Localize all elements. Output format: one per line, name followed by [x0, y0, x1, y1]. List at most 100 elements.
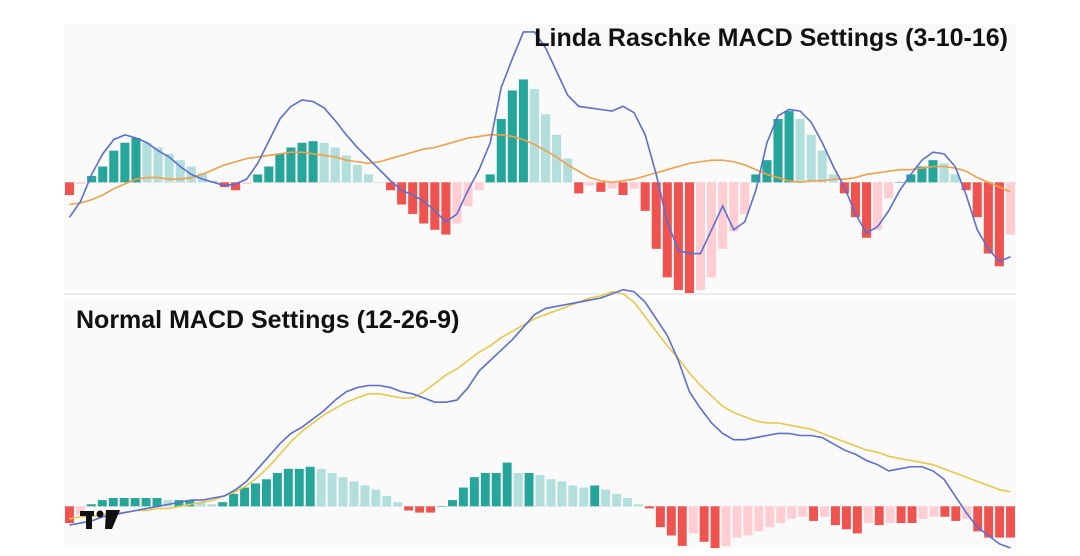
normal-histogram-bar [382, 495, 392, 507]
raschke-histogram-bar [253, 174, 263, 183]
raschke-histogram-bar [109, 150, 119, 183]
raschke-histogram-bar [98, 166, 108, 183]
normal-histogram-bar [557, 481, 567, 507]
raschke-histogram-bar [518, 79, 528, 183]
normal-histogram-bar [743, 506, 753, 536]
raschke-histogram-bar [718, 182, 728, 249]
normal-histogram-bar [732, 506, 742, 538]
normal-histogram-bar [283, 468, 293, 507]
raschke-histogram-bar [452, 182, 462, 224]
raschke-signal-line [69, 134, 1011, 206]
normal-histogram-bar [754, 506, 764, 532]
raschke-histogram-bar [397, 182, 407, 205]
raschke-histogram-bar [164, 153, 174, 183]
normal-histogram-bar [130, 498, 140, 507]
normal-histogram-bar [940, 506, 950, 517]
normal-histogram-bar [152, 498, 162, 507]
normal-histogram-bar [305, 466, 315, 507]
normal-histogram-bar [141, 498, 151, 507]
normal-macd-pane: Normal MACD Settings (12-26-9) [64, 288, 1016, 549]
normal-histogram-bar [294, 468, 304, 507]
normal-histogram-bar [251, 483, 260, 507]
normal-histogram-bar [929, 506, 939, 517]
raschke-histogram-bar [618, 182, 628, 195]
raschke-histogram-bar [131, 138, 141, 183]
normal-histogram-bar [951, 506, 961, 521]
normal-histogram-bar [163, 500, 173, 507]
raschke-histogram-bar [651, 182, 661, 249]
raschke-histogram-bar [463, 182, 473, 207]
normal-histogram-bar [349, 481, 359, 507]
normal-histogram-bar [229, 493, 239, 507]
normal-histogram-bar [644, 506, 654, 509]
raschke-histogram-bar [65, 182, 75, 195]
raschke-histogram-bar [629, 182, 639, 189]
normal-chart-title: Normal MACD Settings (12-26-9) [76, 306, 459, 334]
normal-histogram-bar [437, 506, 446, 507]
raschke-histogram-bar [142, 142, 152, 183]
normal-histogram-bar [907, 506, 917, 523]
normal-histogram-bar [710, 506, 720, 548]
raschke-histogram-bar [994, 182, 1004, 267]
raschke-histogram-bar [895, 182, 905, 183]
normal-histogram-bar [524, 473, 534, 507]
normal-histogram-bar [327, 473, 337, 507]
raschke-histogram-bar [740, 182, 750, 214]
raschke-histogram-bar [430, 182, 440, 230]
normal-histogram-bar [185, 500, 195, 507]
normal-histogram-bar [666, 506, 676, 536]
normal-histogram-bar [820, 506, 829, 517]
raschke-histogram-bar [175, 160, 185, 183]
normal-histogram-bar [360, 485, 370, 507]
normal-histogram-bar [119, 498, 129, 507]
normal-histogram-bar [1006, 506, 1015, 538]
raschke-histogram-bar [939, 163, 949, 183]
raschke-histogram-bar [341, 155, 351, 183]
raschke-histogram-bar [474, 182, 484, 191]
normal-histogram-bar [393, 502, 403, 507]
raschke-histogram-bar [607, 182, 617, 189]
normal-histogram-bar [502, 462, 512, 507]
normal-histogram-bar [65, 506, 74, 523]
raschke-histogram-bar [363, 174, 373, 183]
normal-histogram-bar [995, 506, 1005, 538]
raschke-histogram-bar [862, 182, 872, 238]
normal-histogram-bar [601, 489, 611, 507]
normal-histogram-bar [776, 506, 786, 523]
raschke-histogram-bar [541, 114, 551, 183]
normal-histogram-bar [655, 506, 665, 528]
raschke-chart-title: Linda Raschke MACD Settings (3-10-16) [534, 24, 1008, 52]
raschke-histogram-bar [806, 134, 816, 183]
raschke-histogram-bar [264, 166, 274, 183]
raschke-macd-pane: Linda Raschke MACD Settings (3-10-16) [64, 24, 1016, 294]
raschke-histogram-bar [485, 174, 495, 183]
normal-histogram-bar [261, 479, 271, 507]
raschke-histogram-bar [684, 182, 694, 294]
normal-histogram-bar [207, 504, 217, 507]
raschke-macd-line [68, 31, 1011, 263]
raschke-histogram-bar [773, 119, 783, 183]
normal-histogram-bar [218, 502, 228, 507]
raschke-histogram-bar [574, 182, 584, 194]
normal-histogram-bar [830, 506, 840, 526]
raschke-histogram-bar [529, 88, 539, 183]
raschke-histogram-bar [275, 153, 285, 183]
raschke-histogram-bar [330, 147, 340, 183]
normal-histogram-bar [699, 506, 709, 542]
normal-histogram-bar [568, 485, 578, 507]
normal-histogram-bar [765, 506, 775, 528]
raschke-histogram-bar [596, 182, 606, 192]
raschke-histogram-bar [762, 160, 772, 183]
normal-macd-line [69, 288, 1011, 549]
normal-histogram-bar [590, 485, 600, 507]
raschke-histogram-bar [950, 174, 960, 183]
normal-histogram-bar [885, 506, 895, 523]
normal-histogram-bar [634, 504, 643, 507]
raschke-histogram-bar [76, 182, 86, 184]
normal-histogram-bar [491, 473, 501, 507]
raschke-histogram-bar [662, 182, 672, 278]
normal-histogram-bar [809, 506, 819, 521]
normal-histogram-bar [535, 475, 545, 507]
normal-histogram-bar [240, 487, 250, 507]
